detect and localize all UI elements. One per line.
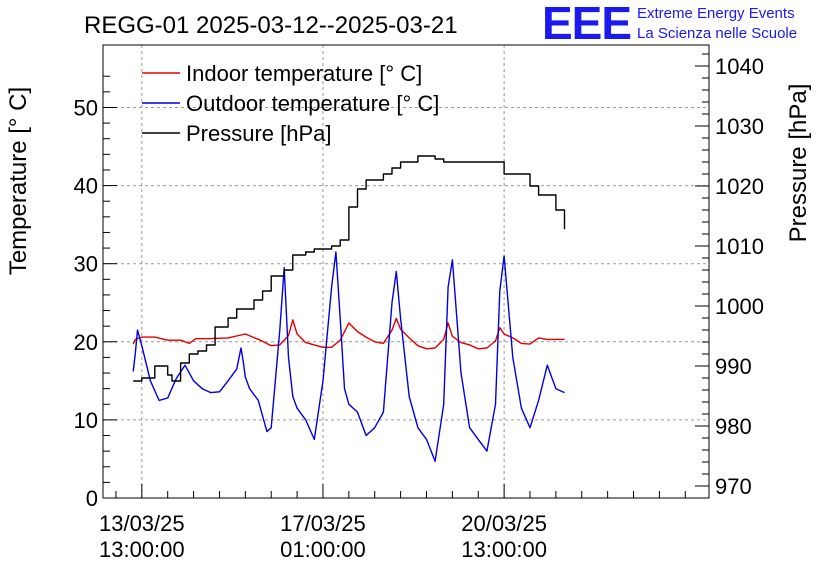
y2-tick-label: 1010 [715,234,764,259]
y-axis-label: Temperature [° C] [5,87,32,275]
plot-frame [102,44,710,499]
y-tick-label: 0 [86,486,98,511]
legend-label-indoor: Indoor temperature [° C] [186,61,422,86]
y-tick-label: 40 [74,174,98,199]
chart-title: REGG-01 2025-03-12--2025-03-21 [84,12,458,39]
y2-tick-label: 980 [715,414,752,439]
series-line-indoor [132,317,565,350]
legend-label-pressure: Pressure [hPa] [186,121,332,146]
y2-tick-label: 1000 [715,294,764,319]
y2-axis-label: Pressure [hPa] [785,84,812,243]
ticks: 0102030405097098099010001010102010301040… [74,53,764,562]
eee-logo-line2: La Scienza nelle Scuole [637,25,797,42]
y2-tick-label: 1040 [715,54,764,79]
series-line-outdoor [132,251,565,462]
eee-logo: EEE Extreme Energy Events La Scienza nel… [542,0,797,49]
y-tick-label: 50 [74,95,98,120]
y2-tick-label: 1030 [715,114,764,139]
x-tick-time: 13:00:00 [461,537,547,562]
y2-tick-label: 990 [715,354,752,379]
y-tick-label: 10 [74,408,98,433]
eee-logo-mark: EEE [542,0,631,49]
y-tick-label: 30 [74,252,98,277]
series-lines [132,155,566,462]
x-tick-date: 13/03/25 [99,511,185,536]
series-line-pressure [133,155,566,382]
y2-tick-label: 1020 [715,174,764,199]
y2-tick-label: 970 [715,474,752,499]
x-tick-time: 01:00:00 [280,537,366,562]
eee-logo-line1: Extreme Energy Events [637,5,795,22]
y-tick-label: 20 [74,330,98,355]
axes [102,44,710,499]
x-tick-date: 20/03/25 [461,511,547,536]
x-tick-time: 13:00:00 [99,537,185,562]
legend-label-outdoor: Outdoor temperature [° C] [186,91,439,116]
x-tick-date: 17/03/25 [280,511,366,536]
legend: Indoor temperature [° C] Outdoor tempera… [142,61,439,146]
grid-lines [103,45,709,498]
